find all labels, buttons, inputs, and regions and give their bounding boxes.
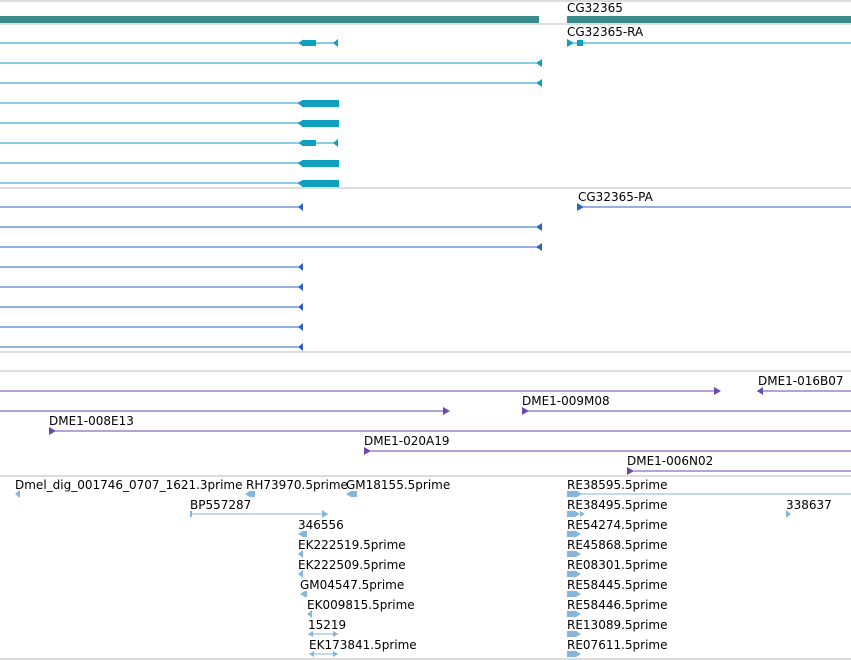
transcript-ra-label: CG32365-RA xyxy=(567,25,644,39)
est-feature[interactable] xyxy=(15,490,20,498)
est-label: RH73970.5prime xyxy=(246,478,348,492)
transcript-row[interactable] xyxy=(0,180,339,187)
est-feature[interactable] xyxy=(567,491,851,497)
clone-label: DME1-016B07 xyxy=(758,374,844,388)
clone-label: DME1-009M08 xyxy=(522,394,610,408)
transcript-row[interactable] xyxy=(0,223,542,231)
est-feature[interactable] xyxy=(190,510,328,518)
transcript-ra-group[interactable]: CG32365-RA xyxy=(0,25,851,187)
transcript-row[interactable] xyxy=(0,343,303,351)
est-feature[interactable] xyxy=(346,491,357,497)
est-label: RE58446.5prime xyxy=(567,598,668,612)
gene-span-right[interactable] xyxy=(567,16,851,23)
est-feature[interactable] xyxy=(307,610,312,618)
est-label: 338637 xyxy=(786,498,832,512)
est-label: GM04547.5prime xyxy=(300,578,404,592)
transcript-row[interactable] xyxy=(0,160,339,167)
clone-row[interactable] xyxy=(0,387,851,395)
transcript-pa-group[interactable]: CG32365-PA xyxy=(0,190,851,351)
est-label: Dmel_dig_001746_0707_1621.3prime xyxy=(15,478,243,492)
est-label: GM18155.5prime xyxy=(346,478,450,492)
transcript-row[interactable] xyxy=(0,303,303,311)
est-feature[interactable] xyxy=(308,631,338,637)
est-label: RE45868.5prime xyxy=(567,538,668,552)
est-feature[interactable] xyxy=(567,511,585,517)
clone-row[interactable] xyxy=(364,447,851,455)
est-feature[interactable] xyxy=(567,611,581,617)
est-feature[interactable] xyxy=(786,510,791,518)
transcript-row[interactable] xyxy=(0,100,339,107)
est-feature[interactable] xyxy=(309,651,338,657)
gene-track[interactable]: CG32365 xyxy=(0,1,851,23)
clone-label: DME1-008E13 xyxy=(49,414,134,428)
gene-label: CG32365 xyxy=(567,1,623,15)
clone-label: DME1-006N02 xyxy=(627,454,713,468)
est-label: RE38595.5prime xyxy=(567,478,668,492)
est-label: RE58445.5prime xyxy=(567,578,668,592)
est-label: RE08301.5prime xyxy=(567,558,668,572)
clone-row[interactable] xyxy=(49,427,851,435)
transcript-row[interactable] xyxy=(0,59,542,67)
transcript-row[interactable] xyxy=(0,283,303,291)
est-feature[interactable] xyxy=(567,651,581,657)
est-feature[interactable] xyxy=(567,591,581,597)
est-label: RE38495.5prime xyxy=(567,498,668,512)
clone-row[interactable] xyxy=(0,407,851,415)
gene-span-left[interactable] xyxy=(0,16,539,23)
clone-row[interactable] xyxy=(627,467,851,475)
transcript-row[interactable] xyxy=(0,243,542,251)
est-feature[interactable] xyxy=(567,531,581,537)
transcript-row[interactable] xyxy=(0,323,303,331)
est-label: BP557287 xyxy=(190,498,251,512)
clone-track[interactable]: DME1-016B07 DME1-009M08 DME1-008E13 DME1… xyxy=(0,374,851,475)
est-label: EK009815.5prime xyxy=(307,598,415,612)
est-label: RE07611.5prime xyxy=(567,638,668,652)
est-feature[interactable] xyxy=(245,491,255,497)
transcript-pa-label: CG32365-PA xyxy=(578,190,654,204)
transcript-row[interactable] xyxy=(0,139,338,147)
clone-label: DME1-020A19 xyxy=(364,434,450,448)
est-feature[interactable] xyxy=(298,531,307,537)
transcript-row[interactable] xyxy=(0,39,851,47)
est-label: EK173841.5prime xyxy=(309,638,417,652)
est-track[interactable]: Dmel_dig_001746_0707_1621.3prime RH73970… xyxy=(15,478,851,657)
est-feature[interactable] xyxy=(300,591,307,597)
est-feature[interactable] xyxy=(567,631,581,637)
transcript-row[interactable] xyxy=(0,263,303,271)
transcript-row[interactable] xyxy=(0,79,542,87)
est-label: 346556 xyxy=(298,518,344,532)
est-label: 15219 xyxy=(308,618,346,632)
est-feature[interactable] xyxy=(298,550,303,558)
transcript-row[interactable] xyxy=(0,120,339,127)
est-feature[interactable] xyxy=(567,551,581,557)
est-feature[interactable] xyxy=(298,570,303,578)
est-label: EK222509.5prime xyxy=(298,558,406,572)
est-feature[interactable] xyxy=(567,571,581,577)
est-label: RE54274.5prime xyxy=(567,518,668,532)
est-label: RE13089.5prime xyxy=(567,618,668,632)
est-label: EK222519.5prime xyxy=(298,538,406,552)
transcript-row[interactable] xyxy=(0,203,851,211)
